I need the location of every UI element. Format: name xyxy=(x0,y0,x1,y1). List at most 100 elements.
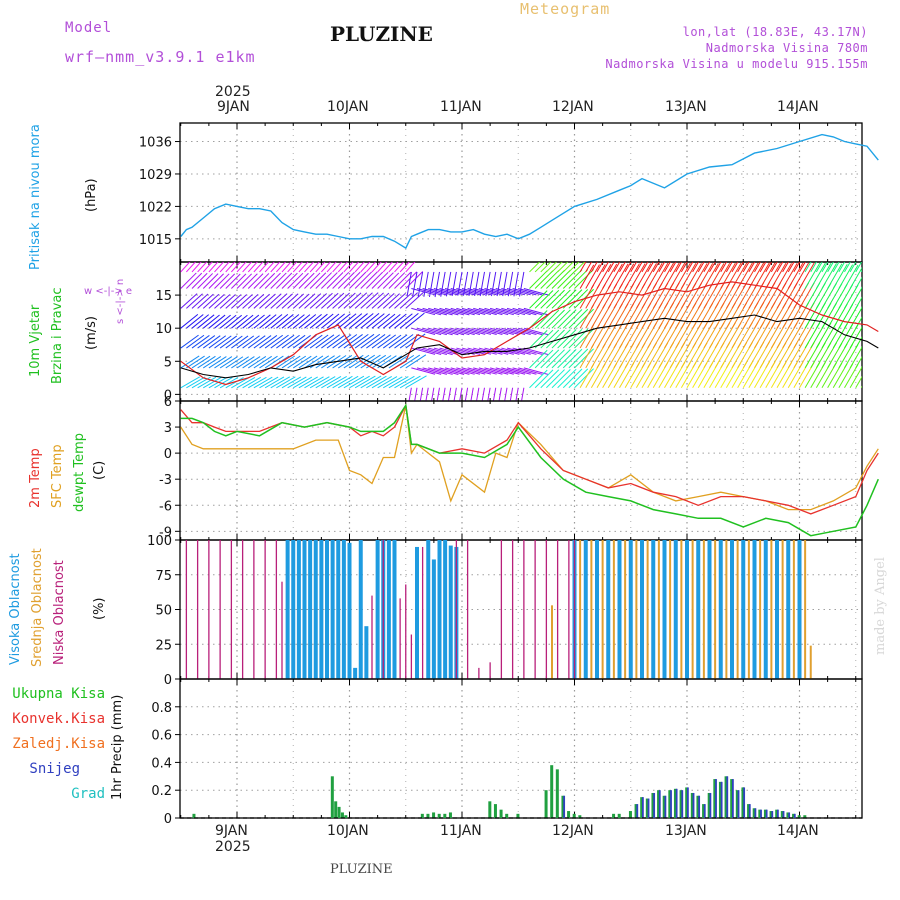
wind-barb xyxy=(804,262,812,273)
wind-barb xyxy=(276,334,295,349)
y-tick-label: 3 xyxy=(164,421,172,436)
wind-barb xyxy=(456,367,481,375)
legend-freezing-rain: Zaledj.Kisa xyxy=(12,736,105,752)
wind-barb xyxy=(793,262,809,289)
wind-barb xyxy=(759,262,776,289)
wind-barb xyxy=(382,272,400,289)
wind-barb xyxy=(382,313,401,329)
wind-barb xyxy=(186,272,203,289)
cloud-bar-0 xyxy=(313,540,318,679)
wind-barb xyxy=(479,271,485,297)
wind-barb xyxy=(770,262,787,289)
wind-barb xyxy=(388,272,406,289)
precip-bar-1 xyxy=(703,804,706,818)
wind-barb xyxy=(343,271,361,289)
panel-cloud: 100 75 50 25 0 xyxy=(147,534,863,688)
wind-barb xyxy=(821,262,829,273)
y-tick-label: -9 xyxy=(159,525,172,540)
wind-barb xyxy=(590,264,606,289)
wind-barb xyxy=(202,335,221,349)
wind-barb xyxy=(489,327,514,336)
wind-barb xyxy=(412,271,418,297)
wind-barb xyxy=(515,387,519,401)
wind-barb xyxy=(315,376,336,389)
wind-barb xyxy=(394,313,413,329)
wind-barb xyxy=(867,266,880,289)
panel-precip: 0.8 0.6 0.4 0.2 0 xyxy=(151,678,863,827)
wind-barb xyxy=(641,263,657,289)
precip-bar-0 xyxy=(786,812,790,818)
wind-barb xyxy=(202,314,220,329)
wind-barb xyxy=(484,327,509,336)
wind-barb xyxy=(473,287,497,296)
cloud-bar-1 xyxy=(736,540,739,679)
wind-barb xyxy=(810,262,826,289)
wind-barb xyxy=(360,292,379,309)
wind-barb xyxy=(496,271,502,297)
wind-barb xyxy=(321,272,338,289)
wind-barb xyxy=(478,327,503,335)
cloud-bar-0 xyxy=(640,540,644,679)
wind-barb xyxy=(388,292,406,309)
wind-barb xyxy=(191,355,211,369)
wind-barb xyxy=(737,262,753,289)
cloud-bar-0 xyxy=(336,540,341,679)
wind-barb xyxy=(624,263,640,289)
wind-barb xyxy=(276,293,293,309)
wind-barb xyxy=(411,287,436,296)
wind-barb xyxy=(534,262,546,273)
wind-barb xyxy=(309,334,329,349)
wind-barb xyxy=(343,375,365,389)
wind-barb xyxy=(849,262,857,273)
wind-barb xyxy=(540,262,552,273)
wind-barb xyxy=(343,354,364,369)
cloud-label-2: Srednja Oblacnost xyxy=(30,548,45,667)
panel-temperature: 6 3 0 -3 -6 -9 xyxy=(159,395,879,541)
cloud-bar-0 xyxy=(341,540,346,679)
precip-bar-0 xyxy=(555,769,559,818)
wind-barb xyxy=(878,267,891,289)
wind-barb xyxy=(630,263,646,289)
wind-barb xyxy=(804,262,821,289)
wind-barb xyxy=(231,356,249,369)
legend-snow: Snijeg xyxy=(29,761,80,777)
cloud-bar-2 xyxy=(196,540,199,679)
wind-barb xyxy=(298,314,317,329)
wind-barb xyxy=(860,269,862,273)
cloud-bar-2 xyxy=(208,540,210,679)
wind-barb xyxy=(354,333,375,349)
wind-barb xyxy=(394,271,412,289)
wind-barb xyxy=(540,349,560,369)
wind-barb xyxy=(484,287,509,296)
wind-barb xyxy=(242,293,259,309)
y-tick-label: 15 xyxy=(155,289,172,304)
wind-barb xyxy=(782,262,789,273)
cloud-bar-0 xyxy=(285,540,290,679)
wind-barb xyxy=(692,262,699,273)
wind-barb xyxy=(203,376,222,389)
precip-bar-1 xyxy=(636,804,639,818)
wind-barb xyxy=(507,271,514,297)
wind-barb xyxy=(191,262,202,273)
cloud-bar-0 xyxy=(330,540,335,679)
precip-bar-0 xyxy=(493,804,497,818)
wind-barb xyxy=(197,355,216,369)
temp-label-1: 2m Temp xyxy=(28,448,43,508)
wind-barb xyxy=(519,271,525,297)
wind-barb xyxy=(439,287,465,296)
wind-barb xyxy=(242,376,261,389)
wind-barb xyxy=(321,334,340,349)
wind-barb xyxy=(765,262,773,273)
cloud-bar-0 xyxy=(375,540,380,679)
cloud-bar-2 xyxy=(275,540,278,679)
wind-barb xyxy=(276,314,294,329)
wind-barb xyxy=(337,313,357,329)
wind-barb xyxy=(186,355,205,369)
precip-bar-0 xyxy=(707,792,711,818)
wind-barb xyxy=(371,355,392,369)
wind-barb xyxy=(630,262,638,273)
wind-barb xyxy=(855,375,862,389)
wind-barb xyxy=(405,312,425,329)
precip-bar-1 xyxy=(675,788,678,818)
wind-barb xyxy=(568,289,589,309)
